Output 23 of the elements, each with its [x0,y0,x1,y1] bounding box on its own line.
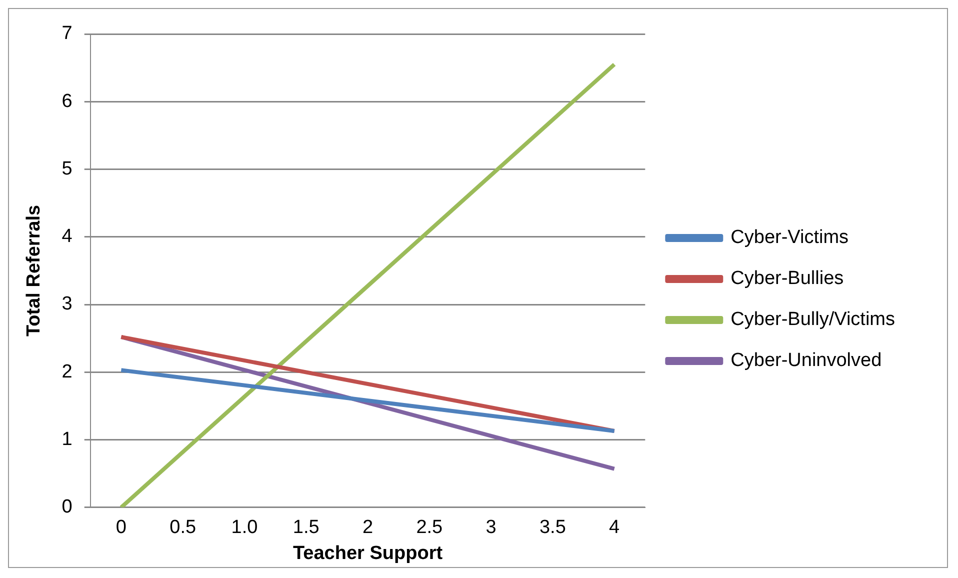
y-tick-label: 4 [62,226,73,248]
legend-label: Cyber-Bully/Victims [730,309,896,330]
y-tick-label: 6 [62,90,72,112]
legend-label: Cyber-Uninvolved [730,350,882,372]
x-tick-label: 2 [362,517,374,538]
x-tick-label: 0 [116,517,126,538]
x-tick-label: 2.5 [416,517,443,538]
x-tick-label: 4 [609,517,620,538]
x-axis-title: Teacher Support [292,542,444,564]
x-tick-label: 3 [486,517,496,538]
x-tick-label: 1.5 [292,517,320,538]
y-tick-label: 5 [62,158,72,180]
legend-label: Cyber-Bullies [730,268,844,290]
x-tick-label: 1.0 [231,517,258,538]
x-tick-label: 3.5 [539,517,566,538]
y-tick-label: 0 [62,496,72,518]
y-tick-label: 1 [62,429,72,450]
y-tick-label: 3 [62,294,72,315]
y-axis-title: Total Referrals [24,204,45,337]
y-tick-label: 7 [62,23,72,44]
legend-label: Cyber-Victims [730,227,849,248]
x-tick-label: 0.5 [170,517,196,538]
y-tick-label: 2 [62,361,72,382]
